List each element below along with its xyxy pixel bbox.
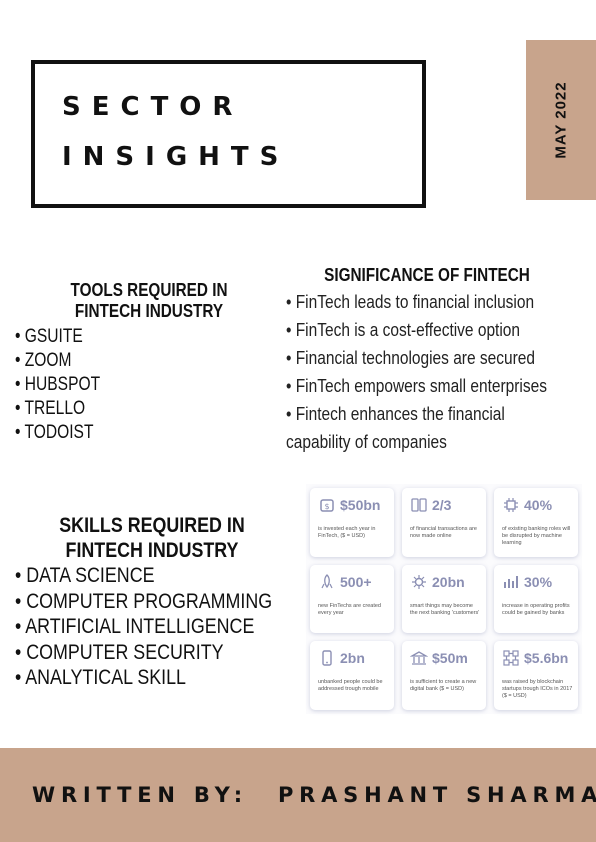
stat-value: 2bn — [340, 650, 365, 667]
chip-icon — [504, 498, 518, 512]
tools-item: • TODOIST — [15, 422, 94, 443]
date-tab: MAY 2022 — [526, 40, 596, 200]
skills-item: • COMPUTER SECURITY — [15, 640, 224, 664]
stat-card: 30% increase in operating profits could … — [494, 564, 578, 634]
stat-card: 2/3 of financial transactions are now ma… — [402, 488, 486, 557]
stat-value: $50bn — [340, 497, 381, 513]
stat-value: 40% — [524, 497, 553, 513]
stat-description: smart things may become the next banking… — [410, 602, 480, 616]
stat-description: is invested each year in FinTech, ($ = U… — [318, 526, 376, 539]
cards-icon — [411, 498, 427, 512]
rocket-icon — [321, 573, 333, 588]
author-credit: WRITTEN BY: PRASHANT SHARMA — [32, 783, 596, 807]
tools-item: • ZOOM — [15, 350, 72, 371]
skills-item: • ARTIFICIAL INTELLIGENCE — [15, 615, 255, 638]
stat-card: 40% of existing banking roles will be di… — [494, 488, 578, 557]
stat-card: 2bn unbanked people could be addressed t… — [310, 641, 394, 710]
stat-description: was raised by blockchain startups trough… — [502, 679, 573, 700]
title-line-1: SECTOR — [62, 92, 244, 122]
stat-description: new FinTechs are created every year — [318, 602, 381, 616]
significance-item: • Fintech enhances the financial — [286, 404, 505, 424]
stat-card: $50m is sufficient to create a new digit… — [402, 641, 486, 710]
tools-list: • GSUITE • ZOOM • HUBSPOT • TRELLO • TOD… — [15, 325, 119, 445]
author-name: PRASHANT SHARMA — [277, 783, 596, 807]
significance-item: • Financial technologies are secured — [286, 348, 535, 368]
stat-value: $50m — [432, 650, 468, 667]
bank-icon — [410, 651, 428, 665]
tools-item: • GSUITE — [15, 326, 83, 347]
growth-chart-icon — [504, 575, 518, 588]
skills-heading: SKILLS REQUIRED IN FINTECH INDUSTRY — [59, 514, 245, 562]
footer-band: WRITTEN BY: PRASHANT SHARMA — [0, 748, 596, 842]
significance-item: capability of companies — [286, 432, 447, 452]
stat-value: 500+ — [340, 573, 372, 590]
stat-value: 2/3 — [432, 497, 452, 513]
blockchain-icon — [503, 650, 519, 666]
tools-heading: TOOLS REQUIRED IN FINTECH INDUSTRY — [70, 280, 228, 321]
title-line-2: INSIGHTS — [62, 142, 290, 172]
significance-heading: SIGNIFICANCE OF FINTECH — [324, 265, 530, 285]
issue-date: MAY 2022 — [552, 81, 570, 159]
significance-list: • FinTech leads to financial inclusion •… — [286, 288, 589, 456]
tools-item: • HUBSPOT — [15, 374, 101, 395]
stat-value: 20bn — [432, 573, 465, 590]
skills-item: • COMPUTER PROGRAMMING — [15, 589, 273, 613]
gear-icon — [412, 574, 426, 589]
stat-card: $ $50bn is invested each year in FinTech… — [310, 488, 394, 557]
significance-item: • FinTech empowers small enterprises — [286, 376, 547, 396]
svg-text:$: $ — [324, 502, 329, 511]
stat-card: 20bn smart things may become the next ba… — [402, 564, 486, 634]
stat-description: increase in operating profits could be g… — [502, 602, 570, 616]
stat-description: is sufficient to create a new digital ba… — [410, 679, 477, 693]
fintech-stats-infographic: $ $50bn is invested each year in FinTech… — [306, 484, 582, 714]
tools-item: • TRELLO — [15, 398, 86, 419]
stat-card: 500+ new FinTechs are created every year — [310, 564, 394, 634]
stat-value: 30% — [524, 573, 553, 590]
skills-item: • DATA SCIENCE — [15, 564, 155, 587]
significance-item: • FinTech leads to financial inclusion — [286, 292, 535, 312]
stat-card: $5.6bn was raised by blockchain startups… — [494, 641, 578, 710]
stat-value: $5.6bn — [524, 650, 569, 667]
stat-description: of existing banking roles will be disrup… — [502, 526, 571, 546]
stat-description: of financial transactions are now made o… — [410, 526, 477, 539]
mobile-icon — [322, 650, 332, 667]
title-box: SECTOR INSIGHTS — [31, 60, 426, 208]
skills-item: • ANALYTICAL SKILL — [15, 666, 186, 689]
skills-list: • DATA SCIENCE • COMPUTER PROGRAMMING • … — [15, 563, 318, 691]
significance-item: • FinTech is a cost-effective option — [286, 320, 521, 340]
stat-description: unbanked people could be addressed troug… — [318, 679, 383, 693]
written-by-label: WRITTEN BY: — [32, 783, 248, 807]
money-icon: $ — [320, 499, 334, 512]
